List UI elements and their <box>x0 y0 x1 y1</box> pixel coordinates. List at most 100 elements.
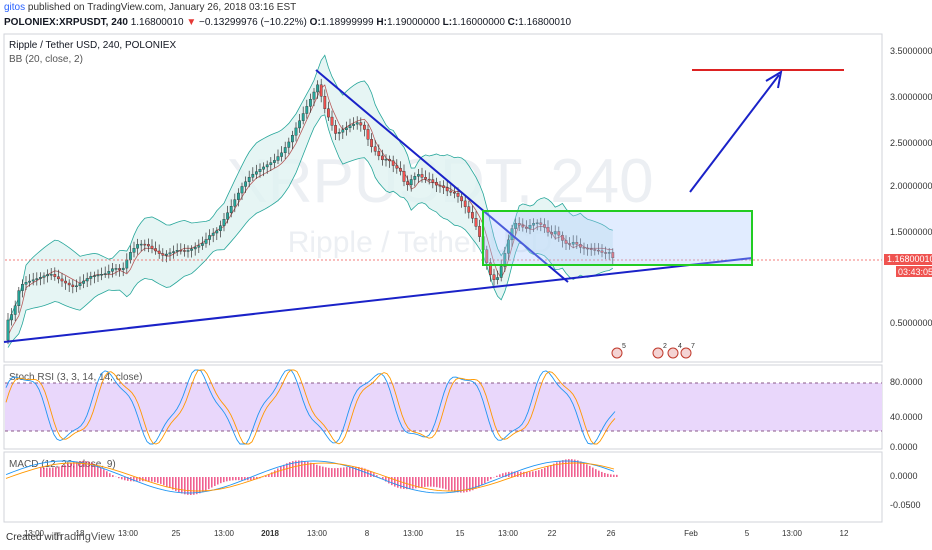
candle <box>377 144 381 161</box>
macd-bar <box>376 475 378 477</box>
candle <box>604 246 608 260</box>
bb-fill <box>8 55 613 348</box>
macd-bar <box>217 477 219 485</box>
chart-canvas[interactable]: XRPUSDT, 240 Ripple / Tether USD Ripple … <box>0 30 932 550</box>
macd-bar <box>310 462 312 477</box>
macd-bar <box>541 469 543 477</box>
macd-bar <box>157 477 159 483</box>
macd-bar <box>616 474 618 477</box>
candle <box>197 239 201 254</box>
candle <box>553 225 557 240</box>
macd-bar <box>244 477 246 481</box>
macd-bar <box>274 470 276 477</box>
time-tick: 18 <box>76 529 85 538</box>
candle <box>597 243 600 255</box>
candle <box>413 172 417 187</box>
macd-bar <box>184 477 186 495</box>
macd-bar <box>577 460 579 477</box>
macd-bar <box>553 463 555 477</box>
bb-indicator-label: BB (20, close, 2) <box>9 54 83 65</box>
macd-bar <box>598 470 600 477</box>
resistance-trendline[interactable] <box>315 69 569 283</box>
candle <box>53 267 57 281</box>
candle <box>39 272 42 286</box>
price-tick: 2.00000000 <box>890 181 932 191</box>
publish-text: published on TradingView.com, January 26… <box>27 2 297 13</box>
event-flag-icon[interactable] <box>611 347 623 359</box>
candle <box>449 183 453 196</box>
candle <box>607 247 611 260</box>
candle <box>589 243 593 256</box>
macd-bar <box>103 469 105 477</box>
candle <box>89 271 93 286</box>
macd-bar <box>502 473 504 477</box>
time-tick: 13:00 <box>403 529 424 538</box>
macd-bar <box>307 461 309 477</box>
macd-bar <box>388 477 390 484</box>
macd-bar <box>193 477 195 495</box>
macd-bar <box>76 461 78 477</box>
candle <box>478 219 481 242</box>
macd-tick: 0.0000 <box>890 471 918 481</box>
macd-bar <box>178 477 180 493</box>
support-trendline[interactable] <box>3 257 753 343</box>
time-tick: 13:00 <box>24 529 45 538</box>
macd-bar <box>382 477 384 480</box>
macd-bar <box>328 467 330 477</box>
low-value: 1.16000000 <box>452 17 505 28</box>
macd-bar <box>361 467 363 477</box>
publish-info: gitos published on TradingView.com, Janu… <box>4 2 296 13</box>
candle <box>521 218 525 232</box>
macd-bar <box>316 464 318 477</box>
time-tick: 22 <box>548 529 557 538</box>
candle <box>233 193 237 213</box>
open-label: O: <box>309 17 321 28</box>
tradingview-logo-icon[interactable]: TradingView <box>54 531 115 543</box>
last-price: 1.16800010 <box>130 17 184 28</box>
time-tick: 26 <box>607 529 616 538</box>
candle <box>121 262 125 277</box>
candle <box>373 139 377 156</box>
macd-bar <box>283 464 285 477</box>
event-flag-icon[interactable] <box>667 347 679 359</box>
candle <box>543 218 546 233</box>
candle <box>146 238 150 253</box>
consolidation-box[interactable] <box>482 210 753 266</box>
author-link[interactable]: gitos <box>4 2 26 13</box>
candle <box>402 164 406 187</box>
candle <box>42 272 46 285</box>
candle <box>103 266 107 278</box>
candle <box>546 220 550 237</box>
candle <box>254 164 258 179</box>
macd-signal-line <box>5 462 615 492</box>
candle <box>582 242 586 255</box>
macd-bar <box>313 463 315 477</box>
macd-bar <box>163 477 165 486</box>
event-flag-icon[interactable] <box>680 347 692 359</box>
close-value: 1.16800010 <box>518 17 572 28</box>
macd-bar <box>277 468 279 477</box>
candle <box>330 110 334 131</box>
macd-bar <box>427 477 429 487</box>
candle <box>294 122 298 142</box>
macd-bar <box>589 465 591 477</box>
candle <box>355 116 359 130</box>
event-markers[interactable]: 5 2 4 7 <box>611 343 695 359</box>
macd-bar <box>238 477 240 481</box>
projection-arrow[interactable] <box>689 74 780 193</box>
candle <box>417 169 420 183</box>
candle <box>463 196 467 214</box>
candle <box>265 160 269 174</box>
macd-bar <box>55 467 57 477</box>
macd-bar <box>112 475 114 477</box>
candle <box>525 220 528 233</box>
event-flag-icon[interactable] <box>652 347 664 359</box>
macd-bar <box>139 477 141 482</box>
candle <box>528 218 532 235</box>
candle <box>337 128 341 141</box>
macd-bar <box>418 477 420 488</box>
macd-bar <box>325 467 327 477</box>
time-axis[interactable]: 13:00 18 13:00 25 13:00 2018 13:00 8 13:00 15 13:0… <box>24 529 849 538</box>
macd-bar <box>235 477 237 481</box>
